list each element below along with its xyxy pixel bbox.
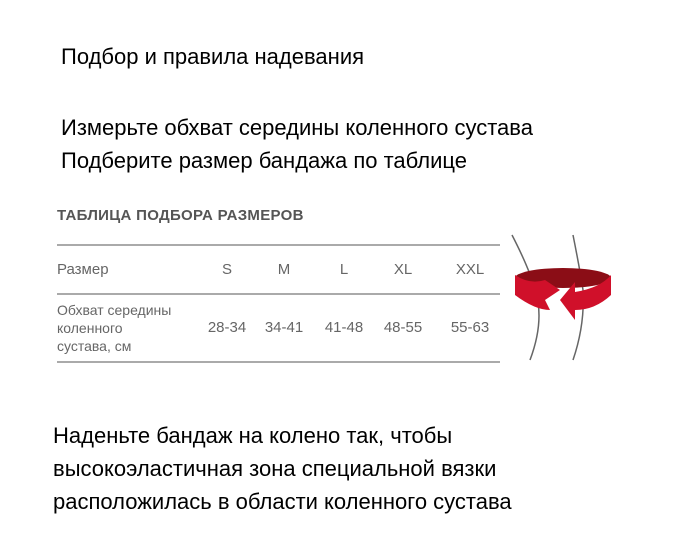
size-label: Размер [57, 261, 109, 278]
instruction-1: Измерьте обхват середины коленного суста… [61, 115, 533, 140]
final-1: Наденьте бандаж на колено так, чтобы [53, 423, 453, 448]
final-3: расположилась в области коленного сустав… [53, 489, 512, 514]
final-2: высокоэластичная зона специальной вязки [53, 456, 497, 481]
girth-label: Обхват середины коленного сустава, см [57, 301, 171, 355]
heading: Подбор и правила надевания [61, 44, 365, 69]
girth-label-line: коленного [57, 320, 123, 336]
size-xxl: XXL [455, 261, 485, 278]
knee-measure-illustration [511, 234, 611, 361]
divider [57, 244, 500, 246]
divider [57, 293, 500, 295]
range-l: 41-48 [324, 319, 364, 336]
range-xl: 48-55 [383, 319, 423, 336]
size-xl: XL [393, 261, 413, 278]
table-title: ТАБЛИЦА ПОДБОРА РАЗМЕРОВ [57, 207, 304, 224]
size-s: S [221, 261, 232, 278]
girth-label-line: Обхват середины [57, 302, 172, 318]
size-l: L [339, 261, 349, 278]
range-s: 28-34 [207, 319, 247, 336]
size-m: M [277, 261, 291, 278]
range-xxl: 55-63 [450, 319, 490, 336]
divider [57, 361, 500, 363]
girth-label-line: сустава, см [57, 338, 132, 354]
range-m: 34-41 [264, 319, 304, 336]
instruction-2: Подберите размер бандажа по таблице [61, 148, 467, 173]
